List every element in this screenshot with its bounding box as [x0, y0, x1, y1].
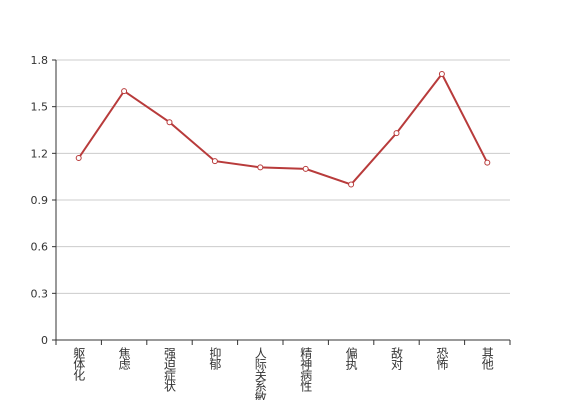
point	[438, 71, 445, 77]
point	[393, 130, 400, 137]
x-tick-label: 精神病性	[299, 347, 313, 393]
x-tick-label: 恐怖	[435, 347, 449, 370]
y-tick-label: 0.3	[31, 287, 49, 300]
y-tick-label: 0.9	[31, 194, 49, 207]
point	[75, 155, 82, 161]
x-tick-label: 敌对	[390, 346, 404, 370]
point	[211, 158, 218, 165]
point	[302, 165, 309, 172]
y-tick-label: 1.2	[31, 147, 49, 160]
point	[484, 159, 491, 166]
y-tick-label: 1.8	[31, 54, 49, 67]
y-tick-label: 0.6	[31, 241, 49, 254]
x-tick-label: 强迫症状	[163, 347, 177, 392]
point	[166, 119, 173, 126]
line	[77, 72, 489, 186]
x-tick-label: 偏执	[344, 346, 358, 371]
x-tick-label: 其他	[480, 347, 494, 370]
y-tick-label: 0	[41, 334, 48, 347]
x-tick-label: 躯体化	[72, 346, 86, 382]
x-tick-label: 抑郁	[208, 346, 222, 371]
point	[257, 164, 264, 171]
y-tick-label: 1.5	[31, 101, 49, 114]
x-tick-label: 焦虑	[117, 347, 131, 370]
point	[348, 181, 355, 188]
x-tick-label: 人际关系敏感	[253, 347, 267, 400]
point	[121, 88, 128, 95]
